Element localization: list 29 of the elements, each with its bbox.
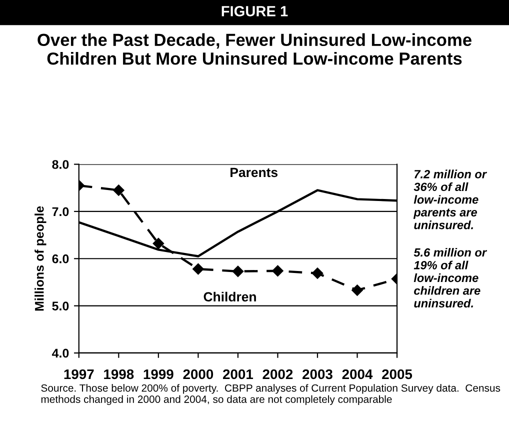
point xyxy=(152,238,164,250)
x-tick-label: 2002 xyxy=(262,369,293,380)
y-axis-title: Millions of people xyxy=(34,206,46,311)
point xyxy=(272,265,284,276)
source-note: Source. Those below 200% of poverty. CBPP analyses of Current Population Survey data. Census methods changed in 2000 and 2004, so data are not completely comparable xyxy=(41,384,500,405)
x-tick-label: 2004 xyxy=(342,369,373,380)
x-tick-label: 2000 xyxy=(183,369,214,380)
annotation: 5.6 million or 19% of all low-income children are uninsured. xyxy=(414,248,488,308)
point xyxy=(192,263,204,275)
x-tick-label: 2003 xyxy=(302,369,332,380)
y-tick-label: 4.0 xyxy=(52,348,69,358)
y-tick-label: 7.0 xyxy=(52,207,69,216)
annotation: 7.2 million or 36% of all low-income parents are uninsured. xyxy=(413,170,488,230)
point xyxy=(113,184,124,196)
series-label: Children xyxy=(204,292,256,302)
x-tick-label: 1998 xyxy=(104,369,134,380)
x-tick-label: 2001 xyxy=(222,369,254,380)
y-tick-label: 5.0 xyxy=(52,302,69,310)
point xyxy=(232,266,244,277)
y-tick-label: 8.0 xyxy=(52,160,69,169)
point xyxy=(312,268,324,279)
text: Parents xyxy=(230,168,278,178)
x-tick-label: 1997 xyxy=(64,369,94,380)
point xyxy=(352,284,363,296)
y-tick-label: 6.0 xyxy=(52,254,69,264)
chart-title: Over the Past Decade, Fewer Uninsured Low-income Children But More Uninsured Low-income Parents xyxy=(38,33,472,65)
x-tick-label: 2005 xyxy=(382,369,412,380)
x-tick-label: 1999 xyxy=(144,369,174,380)
chart-subtitle: FIGURE 1 xyxy=(222,6,288,16)
